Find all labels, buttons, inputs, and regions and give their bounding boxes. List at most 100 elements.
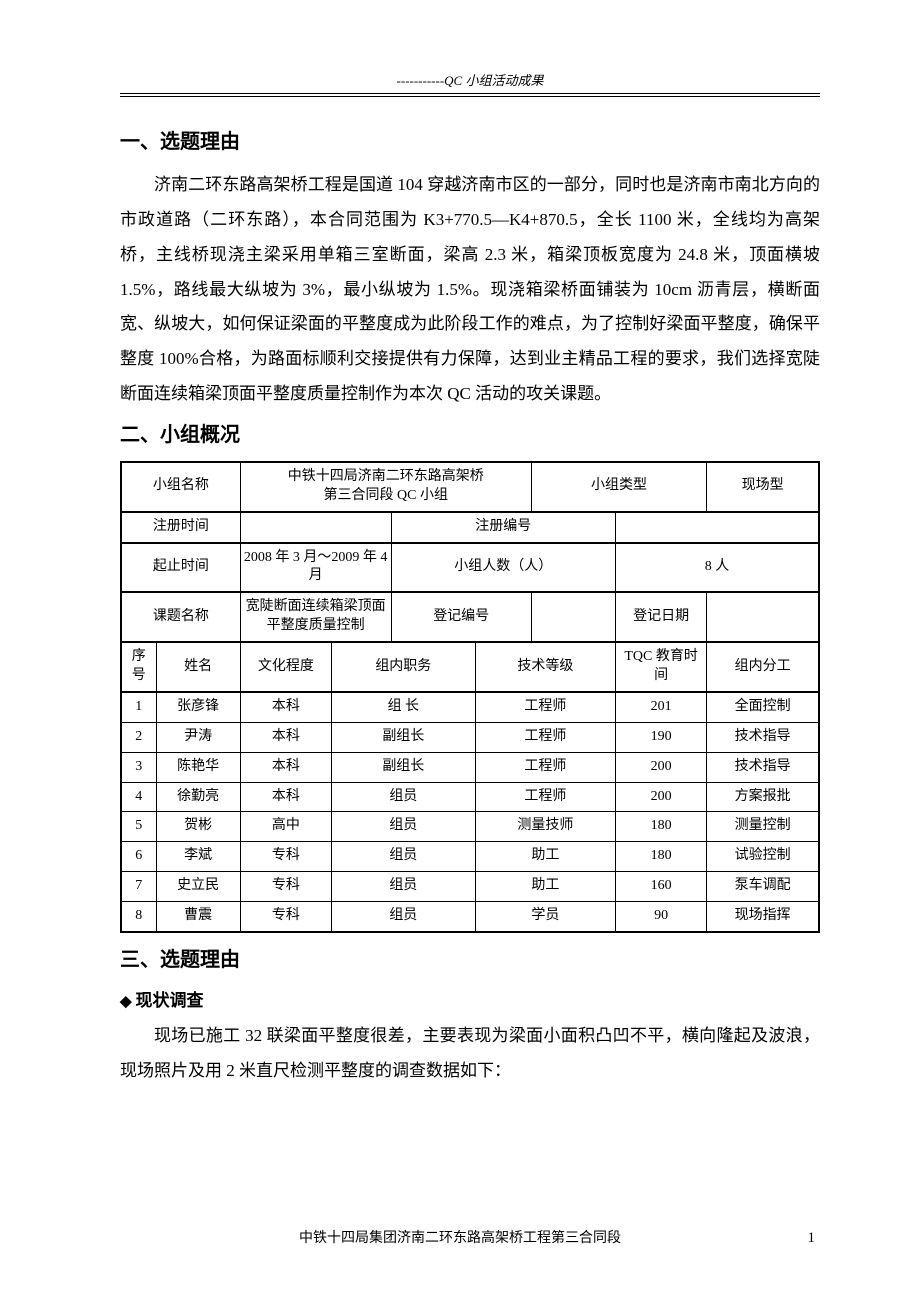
cell-tqc: 160 [616, 872, 707, 902]
label-topic: 课题名称 [121, 592, 240, 642]
cell-grade: 工程师 [475, 722, 615, 752]
cell-duty: 测量控制 [707, 812, 819, 842]
col-grade: 技术等级 [475, 642, 615, 692]
table-row: 5贺彬高中组员测量技师180测量控制 [121, 812, 819, 842]
cell-tqc: 190 [616, 722, 707, 752]
cell-duty: 泵车调配 [707, 872, 819, 902]
running-header: -----------QC 小组活动成果 [120, 70, 820, 93]
cell-no: 3 [121, 752, 156, 782]
footer-text: 中铁十四局集团济南二环东路高架桥工程第三合同段 [0, 1227, 920, 1247]
cell-grade: 工程师 [475, 692, 615, 722]
col-no: 序号 [121, 642, 156, 692]
cell-edu: 本科 [240, 782, 331, 812]
info-row-1: 小组名称 中铁十四局济南二环东路高架桥 第三合同段 QC 小组 小组类型 现场型 [121, 462, 819, 512]
header-divider [120, 93, 820, 97]
value-topic: 宽陡断面连续箱梁顶面平整度质量控制 [240, 592, 391, 642]
cell-name: 史立民 [156, 872, 240, 902]
col-edu: 文化程度 [240, 642, 331, 692]
group-overview-table: 小组名称 中铁十四局济南二环东路高架桥 第三合同段 QC 小组 小组类型 现场型… [120, 461, 820, 933]
cell-edu: 专科 [240, 842, 331, 872]
cell-duty: 技术指导 [707, 722, 819, 752]
label-rec-no: 登记编号 [391, 592, 531, 642]
table-row: 7史立民专科组员助工160泵车调配 [121, 872, 819, 902]
col-tqc: TQC 教育时间 [616, 642, 707, 692]
label-group-name: 小组名称 [121, 462, 240, 512]
cell-no: 1 [121, 692, 156, 722]
col-name: 姓名 [156, 642, 240, 692]
cell-duty: 全面控制 [707, 692, 819, 722]
value-group-type: 现场型 [707, 462, 819, 512]
value-rec-date [707, 592, 819, 642]
cell-no: 6 [121, 842, 156, 872]
cell-edu: 专科 [240, 872, 331, 902]
section-3-body: 现场已施工 32 联梁面平整度很差，主要表现为梁面小面积凸凹不平，横向隆起及波浪… [120, 1019, 820, 1089]
value-rec-no [531, 592, 615, 642]
table-row: 3陈艳华本科副组长工程师200技术指导 [121, 752, 819, 782]
cell-role: 组员 [331, 872, 475, 902]
cell-no: 2 [121, 722, 156, 752]
cell-no: 4 [121, 782, 156, 812]
cell-grade: 工程师 [475, 782, 615, 812]
cell-duty: 方案报批 [707, 782, 819, 812]
cell-name: 徐勤亮 [156, 782, 240, 812]
value-reg-time [240, 512, 391, 543]
cell-role: 组员 [331, 812, 475, 842]
cell-name: 贺彬 [156, 812, 240, 842]
cell-name: 张彦锋 [156, 692, 240, 722]
cell-role: 组 长 [331, 692, 475, 722]
cell-name: 尹涛 [156, 722, 240, 752]
members-header-row: 序号 姓名 文化程度 组内职务 技术等级 TQC 教育时间 组内分工 [121, 642, 819, 692]
section-3-subheading: ◆现状调查 [120, 986, 820, 1011]
table-row: 6李斌专科组员助工180试验控制 [121, 842, 819, 872]
value-reg-no [616, 512, 820, 543]
cell-tqc: 180 [616, 812, 707, 842]
cell-name: 李斌 [156, 842, 240, 872]
cell-edu: 本科 [240, 692, 331, 722]
cell-name: 曹震 [156, 902, 240, 932]
info-row-4: 课题名称 宽陡断面连续箱梁顶面平整度质量控制 登记编号 登记日期 [121, 592, 819, 642]
cell-tqc: 90 [616, 902, 707, 932]
table-row: 8曹震专科组员学员90现场指挥 [121, 902, 819, 932]
cell-grade: 工程师 [475, 752, 615, 782]
cell-no: 5 [121, 812, 156, 842]
table-row: 2尹涛本科副组长工程师190技术指导 [121, 722, 819, 752]
cell-duty: 技术指导 [707, 752, 819, 782]
cell-tqc: 201 [616, 692, 707, 722]
section-3-title: 三、选题理由 [120, 943, 820, 972]
info-row-3: 起止时间 2008 年 3 月～2009 年 4 月 小组人数（人） 8 人 [121, 543, 819, 593]
label-headcount: 小组人数（人） [391, 543, 615, 593]
cell-role: 组员 [331, 902, 475, 932]
cell-tqc: 180 [616, 842, 707, 872]
cell-edu: 本科 [240, 722, 331, 752]
cell-tqc: 200 [616, 782, 707, 812]
value-headcount: 8 人 [616, 543, 820, 593]
cell-grade: 学员 [475, 902, 615, 932]
cell-tqc: 200 [616, 752, 707, 782]
cell-role: 副组长 [331, 752, 475, 782]
cell-no: 7 [121, 872, 156, 902]
cell-role: 副组长 [331, 722, 475, 752]
section-1-body: 济南二环东路高架桥工程是国道 104 穿越济南市区的一部分，同时也是济南市南北方… [120, 168, 820, 412]
label-reg-no: 注册编号 [391, 512, 615, 543]
value-period: 2008 年 3 月～2009 年 4 月 [240, 543, 391, 593]
cell-no: 8 [121, 902, 156, 932]
cell-duty: 试验控制 [707, 842, 819, 872]
col-duty: 组内分工 [707, 642, 819, 692]
info-row-2: 注册时间 注册编号 [121, 512, 819, 543]
cell-role: 组员 [331, 842, 475, 872]
cell-name: 陈艳华 [156, 752, 240, 782]
label-rec-date: 登记日期 [616, 592, 707, 642]
section-3-sub-text: 现状调查 [136, 991, 204, 1010]
cell-grade: 助工 [475, 872, 615, 902]
cell-edu: 专科 [240, 902, 331, 932]
cell-grade: 助工 [475, 842, 615, 872]
table-row: 1张彦锋本科组 长工程师201全面控制 [121, 692, 819, 722]
cell-role: 组员 [331, 782, 475, 812]
value-group-name: 中铁十四局济南二环东路高架桥 第三合同段 QC 小组 [240, 462, 531, 512]
cell-edu: 本科 [240, 752, 331, 782]
label-group-type: 小组类型 [531, 462, 706, 512]
cell-duty: 现场指挥 [707, 902, 819, 932]
table-row: 4徐勤亮本科组员工程师200方案报批 [121, 782, 819, 812]
cell-edu: 高中 [240, 812, 331, 842]
section-2-title: 二、小组概况 [120, 418, 820, 447]
